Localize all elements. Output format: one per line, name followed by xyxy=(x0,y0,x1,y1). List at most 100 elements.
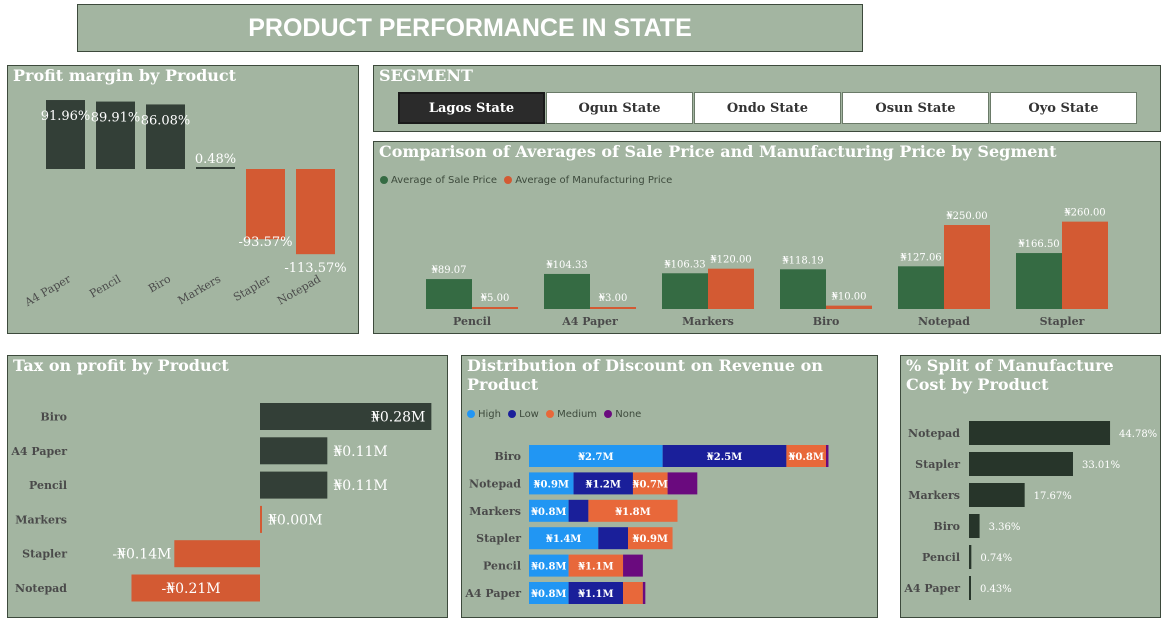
legend-sale-dot xyxy=(380,176,388,184)
discount-bar-markers-low xyxy=(568,499,589,522)
profit-margin-chart: 91.96% A4 Paper 89.91% Pencil 86.08% Biro 0.48… xyxy=(22,100,347,309)
discount-ytick-a4-paper: A4 Paper xyxy=(464,587,521,600)
segment-title: SEGMENT xyxy=(379,66,473,85)
legend-medium-dot xyxy=(546,410,555,418)
discount-bar-biro-low xyxy=(662,445,787,467)
discount-bar-a4-paper-none xyxy=(642,582,646,604)
discount-ytick-markers: Markers xyxy=(469,505,521,518)
tax-ytick-pencil: Pencil xyxy=(29,479,67,492)
segment-button-oyo-state[interactable]: Oyo State xyxy=(990,92,1137,124)
manufacture-bar-markers xyxy=(969,483,1025,507)
discount-bar-biro-medium xyxy=(786,445,826,467)
manufacture-ytick-notepad: Notepad xyxy=(908,427,960,440)
avg-bar-average-of-sale-price-notepad xyxy=(898,266,944,309)
discount-bar-notepad-high xyxy=(529,472,574,495)
manufacture-title: % Split of Manufacture Cost by Product xyxy=(906,356,1114,394)
segment-button-lagos-state[interactable]: Lagos State xyxy=(398,92,545,124)
avg-label-average-of-sale-price-biro: ₦118.19 xyxy=(782,255,823,266)
tax-ytick-a4-paper: A4 Paper xyxy=(10,445,67,458)
profit-margin-title: Profit margin by Product xyxy=(13,66,237,85)
discount-panel: Distribution of Discount on Revenue on P… xyxy=(461,355,878,618)
manufacture-label-biro: 3.36% xyxy=(989,522,1021,533)
discount-label-a4-paper-low: ₦1.1M xyxy=(578,589,613,600)
legend-high-dot xyxy=(467,410,475,418)
discount-bar-stapler-low xyxy=(598,527,628,550)
discount-label-markers-medium: ₦1.8M xyxy=(615,507,650,518)
legend-low-dot xyxy=(508,410,517,418)
profit-bar-pencil xyxy=(96,101,135,169)
discount-ytick-stapler: Stapler xyxy=(476,532,521,545)
tax-bar-pencil xyxy=(260,471,328,499)
segment-button-osun-state[interactable]: Osun State xyxy=(842,92,989,124)
avg-bar-average-of-sale-price-markers xyxy=(662,273,708,309)
discount-label-notepad-high: ₦0.9M xyxy=(534,479,569,490)
discount-ytick-biro: Biro xyxy=(494,450,521,463)
avg-label-average-of-sale-price-pencil: ₦89.07 xyxy=(432,265,467,276)
manufacture-ytick-biro: Biro xyxy=(933,520,960,533)
legend-high-label: High xyxy=(478,409,501,420)
profit-label-notepad: -113.57% xyxy=(284,261,346,276)
avg-bar-average-of-sale-price-pencil xyxy=(426,279,472,309)
discount-bar-stapler-medium xyxy=(628,527,673,550)
discount-label-notepad-medium: ₦0.7M xyxy=(633,479,668,490)
discount-title: Distribution of Discount on Revenue on P… xyxy=(467,356,823,394)
manufacture-label-stapler: 33.01% xyxy=(1082,460,1120,471)
discount-label-biro-low: ₦2.5M xyxy=(707,452,742,463)
profit-bar-a4-paper xyxy=(46,100,85,169)
discount-label-stapler-high: ₦1.4M xyxy=(546,534,581,545)
discount-label-notepad-low: ₦1.2M xyxy=(586,479,621,490)
discount-label-a4-paper-high: ₦0.8M xyxy=(531,589,566,600)
legend-none-label: None xyxy=(615,409,642,420)
discount-bar-a4-paper-high xyxy=(529,582,569,604)
avg-label-average-of-sale-price-a4-paper: ₦104.33 xyxy=(546,260,587,271)
profit-label-biro: 86.08% xyxy=(141,113,191,128)
avg-bar-average-of-manufacturing-price-a4-paper xyxy=(590,307,636,309)
avg-label-average-of-manufacturing-price-stapler: ₦260.00 xyxy=(1064,208,1105,219)
discount-label-markers-high: ₦0.8M xyxy=(531,507,566,518)
avg-bar-average-of-manufacturing-price-markers xyxy=(708,268,754,309)
avg-price-chart: ₦89.07 ₦5.00 Pencil ₦104.33 ₦3.00 A4 Paper ₦10… xyxy=(426,208,1108,328)
avg-label-average-of-manufacturing-price-notepad: ₦250.00 xyxy=(946,211,987,222)
manufacture-bar-pencil xyxy=(969,545,972,569)
manufacture-label-pencil: 0.74% xyxy=(980,553,1012,564)
tax-bar-stapler xyxy=(174,540,260,568)
discount-legend: High Low Medium None xyxy=(467,409,641,420)
manufacture-ytick-pencil: Pencil xyxy=(922,551,960,564)
avg-bar-average-of-sale-price-stapler xyxy=(1016,253,1062,309)
tax-ytick-markers: Markers xyxy=(15,513,67,526)
avg-label-average-of-manufacturing-price-biro: ₦10.00 xyxy=(832,292,867,303)
avg-bar-average-of-sale-price-a4-paper xyxy=(544,273,590,309)
discount-bar-notepad-low xyxy=(573,472,633,495)
avg-xtick-a4-paper: A4 Paper xyxy=(561,315,618,328)
discount-chart: Biro ₦2.7M ₦2.5M ₦0.8M Notepad ₦0.9M ₦1.2M ₦0.7… xyxy=(464,445,829,604)
discount-bar-a4-paper-low xyxy=(568,582,624,604)
avg-bar-average-of-manufacturing-price-biro xyxy=(826,305,872,309)
tax-bar-a4-paper xyxy=(260,437,328,465)
tax-ytick-stapler: Stapler xyxy=(22,548,67,561)
segment-button-ondo-state[interactable]: Ondo State xyxy=(694,92,841,124)
discount-bar-markers-medium xyxy=(588,499,678,522)
discount-label-biro-medium: ₦0.8M xyxy=(788,452,823,463)
manufacture-bar-notepad xyxy=(969,421,1111,445)
manufacture-bar-a4-paper xyxy=(969,576,971,600)
profit-label-markers: 0.48% xyxy=(195,152,236,167)
segment-button-ogun-state[interactable]: Ogun State xyxy=(546,92,693,124)
discount-label-biro-high: ₦2.7M xyxy=(578,452,613,463)
discount-label-stapler-medium: ₦0.9M xyxy=(633,534,668,545)
avg-xtick-markers: Markers xyxy=(682,315,734,328)
discount-bar-markers-high xyxy=(529,499,569,522)
manufacture-ytick-a4-paper: A4 Paper xyxy=(903,582,960,595)
profit-xtick-stapler: Stapler xyxy=(231,272,274,304)
tax-panel: Tax on profit by Product Biro ₦0.28M A4 Pa… xyxy=(7,355,448,618)
discount-bar-pencil-high xyxy=(529,554,569,577)
avg-bar-average-of-manufacturing-price-stapler xyxy=(1062,221,1108,309)
manufacture-bar-biro xyxy=(969,514,980,538)
legend-manuf-dot xyxy=(504,176,513,184)
legend-manuf-label: Average of Manufacturing Price xyxy=(515,175,673,186)
legend-low-label: Low xyxy=(519,409,539,420)
tax-title: Tax on profit by Product xyxy=(13,356,229,375)
discount-ytick-notepad: Notepad xyxy=(469,477,521,490)
discount-bar-pencil-medium xyxy=(568,554,624,577)
manufacture-label-notepad: 44.78% xyxy=(1119,429,1157,440)
tax-ytick-biro: Biro xyxy=(40,411,67,424)
